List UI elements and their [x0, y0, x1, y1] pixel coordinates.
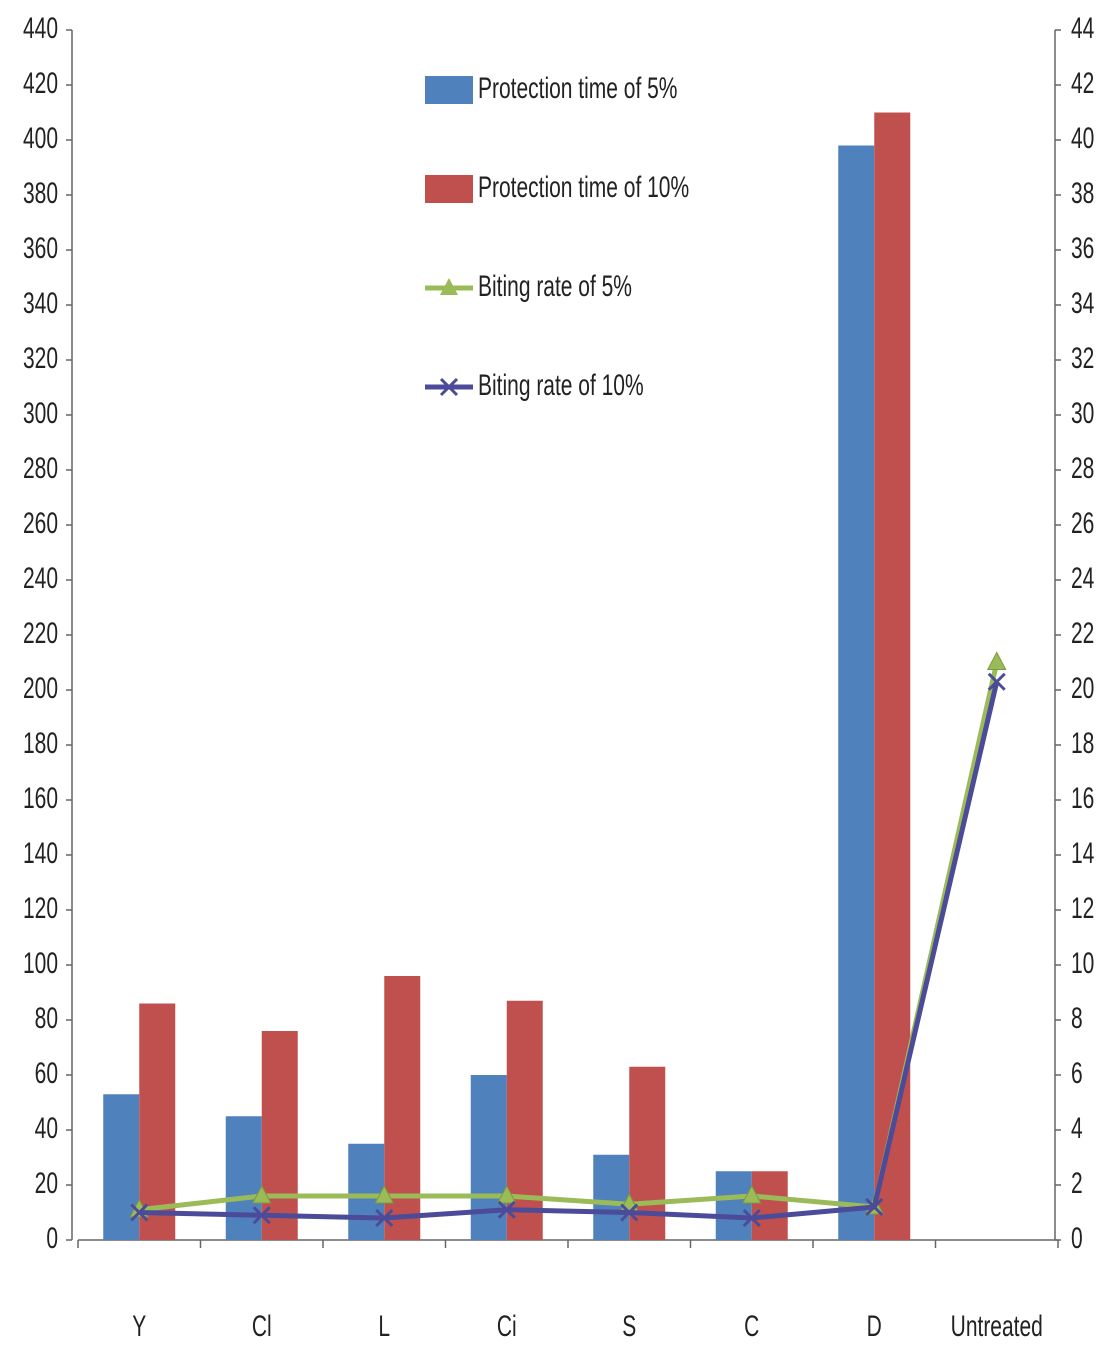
marker [130, 1203, 149, 1222]
bar [715, 1171, 752, 1240]
y2-tick-label: 10 [1071, 947, 1094, 979]
marker [252, 1206, 271, 1225]
y2-tick-label: 2 [1071, 1167, 1083, 1199]
y2-tick-label: 22 [1071, 617, 1094, 649]
marker [865, 1197, 884, 1217]
y2-tick-label: 38 [1071, 177, 1094, 209]
y-tick-label: 200 [23, 672, 58, 704]
y-tick-label: 0 [46, 1222, 58, 1254]
line [138, 661, 1000, 1213]
x-tick-label: S [622, 1310, 636, 1342]
y2-tick-label: 18 [1071, 727, 1094, 759]
y-tick-label: 320 [23, 342, 58, 374]
x-tick-label: Untreated [951, 1310, 1043, 1342]
y2-tick-label: 4 [1071, 1112, 1083, 1144]
marker [497, 1200, 516, 1219]
marker [742, 1208, 761, 1228]
x-tick-label: Y [132, 1310, 146, 1342]
y2-tick-label: 40 [1071, 122, 1094, 154]
legend-swatch [425, 175, 473, 203]
y-tick-label: 80 [35, 1002, 58, 1034]
y2-tick-label: 24 [1071, 562, 1094, 594]
y2-tick-label: 12 [1071, 892, 1094, 924]
y-tick-label: 400 [23, 122, 58, 154]
bar [593, 1154, 630, 1240]
y2-tick-label: 28 [1071, 452, 1094, 484]
y-tick-label: 120 [23, 892, 58, 924]
x-tick-label: C [744, 1310, 759, 1342]
y-tick-label: 220 [23, 617, 58, 649]
marker [251, 1184, 272, 1204]
x-tick-label: D [867, 1310, 882, 1342]
legend-label: Protection time of 10% [478, 171, 689, 203]
y-tick-label: 160 [23, 782, 58, 814]
y-tick-label: 140 [23, 837, 58, 869]
y-tick-label: 380 [23, 177, 58, 209]
y2-tick-label: 36 [1071, 232, 1094, 264]
marker [987, 672, 1006, 691]
y2-tick-label: 26 [1071, 507, 1094, 539]
bar [261, 1031, 298, 1240]
y2-tick-label: 6 [1071, 1057, 1083, 1089]
x-tick-label: Cl [252, 1310, 272, 1342]
y-tick-label: 260 [23, 507, 58, 539]
y-tick-label: 440 [23, 12, 58, 44]
y2-tick-label: 30 [1071, 397, 1094, 429]
line [139, 681, 1000, 1221]
y-tick-label: 100 [23, 947, 58, 979]
y-tick-label: 240 [23, 562, 58, 594]
y2-tick-label: 16 [1071, 782, 1094, 814]
bar [838, 145, 875, 1240]
legend-marker [439, 377, 459, 397]
y-tick-label: 60 [35, 1057, 58, 1089]
bar [348, 1143, 385, 1240]
marker [986, 651, 1007, 670]
y2-tick-label: 8 [1071, 1002, 1083, 1034]
marker [374, 1184, 395, 1204]
x-tick-label: Ci [497, 1310, 517, 1342]
y-tick-label: 360 [23, 232, 58, 264]
y2-tick-label: 32 [1071, 342, 1094, 374]
marker [375, 1208, 394, 1228]
marker [741, 1184, 762, 1204]
bar [874, 112, 911, 1240]
y2-tick-label: 44 [1071, 12, 1094, 44]
y-tick-label: 420 [23, 67, 58, 99]
y2-tick-label: 34 [1071, 287, 1094, 319]
y-tick-label: 300 [23, 397, 58, 429]
y2-tick-label: 0 [1071, 1222, 1083, 1254]
bar [139, 1003, 176, 1240]
y2-tick-label: 14 [1071, 837, 1094, 869]
legend-swatch [425, 76, 473, 104]
y-tick-label: 180 [23, 727, 58, 759]
legend-label: Biting rate of 5% [478, 270, 632, 302]
legend-label: Biting rate of 10% [478, 369, 644, 401]
y-tick-label: 340 [23, 287, 58, 319]
y-tick-label: 280 [23, 452, 58, 484]
legend-label: Protection time of 5% [478, 72, 677, 104]
x-tick-label: L [378, 1310, 390, 1342]
legend-marker [440, 278, 458, 295]
bar [751, 1171, 788, 1240]
y2-tick-label: 20 [1071, 672, 1094, 704]
marker [620, 1203, 639, 1222]
y2-tick-label: 42 [1071, 67, 1094, 99]
y-tick-label: 20 [35, 1167, 58, 1199]
y-tick-label: 40 [35, 1112, 58, 1144]
marker [496, 1184, 517, 1204]
